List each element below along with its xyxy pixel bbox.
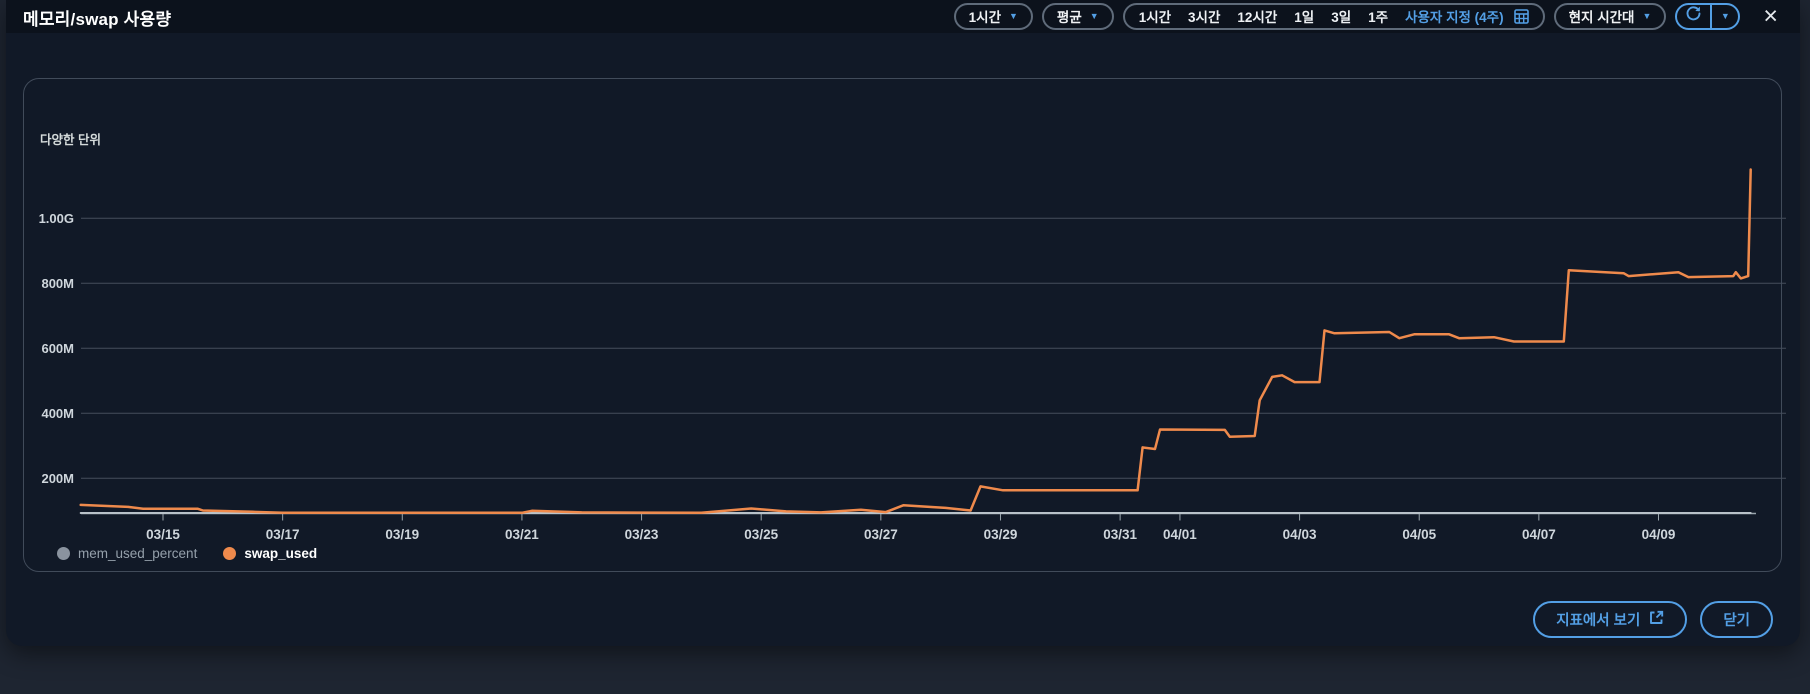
view-in-metrics-button[interactable]: 지표에서 보기	[1533, 601, 1688, 638]
range-1w[interactable]: 1주	[1368, 10, 1389, 25]
legend-label: swap_used	[244, 546, 318, 561]
timezone-dropdown-label: 현지 시간대	[1568, 10, 1635, 25]
refresh-options-button[interactable]: ▼	[1712, 5, 1738, 28]
close-icon[interactable]: ×	[1763, 1, 1778, 30]
refresh-button[interactable]	[1677, 5, 1710, 28]
chevron-down-icon: ▼	[1720, 10, 1730, 21]
range-3h[interactable]: 3시간	[1188, 10, 1221, 25]
statistic-dropdown[interactable]: 평균 ▼	[1041, 2, 1114, 30]
legend-item-swap-used[interactable]: swap_used	[223, 546, 317, 561]
period-dropdown-label: 1시간	[968, 10, 1001, 25]
chevron-down-icon: ▼	[1089, 10, 1099, 21]
refresh-divider	[1710, 4, 1713, 28]
period-dropdown[interactable]: 1시간 ▼	[953, 2, 1033, 30]
chevron-down-icon: ▼	[1642, 10, 1652, 21]
range-1h[interactable]: 1시간	[1138, 10, 1172, 25]
time-range-group: 1시간 3시간 12시간 1일 3일 1주 사용자 지정 (4주)	[1122, 2, 1545, 30]
chart-controls: 1시간 ▼ 평균 ▼ 1시간 3시간 12시간 1일 3일 1주 사용자 지정 …	[953, 1, 1782, 30]
legend-dot-orange	[223, 547, 237, 560]
range-3d[interactable]: 3일	[1331, 10, 1352, 25]
timezone-dropdown[interactable]: 현지 시간대 ▼	[1553, 2, 1667, 30]
statistic-dropdown-label: 평균	[1056, 10, 1082, 25]
range-custom[interactable]: 사용자 지정 (4주)	[1405, 10, 1504, 25]
metric-detail-modal: 메모리/swap 사용량 1시간 ▼ 평균 ▼ 1시간 3시간 12시간 1일 …	[6, 0, 1800, 646]
chevron-down-icon: ▼	[1009, 10, 1018, 21]
calendar-icon[interactable]	[1513, 8, 1529, 24]
view-in-metrics-label: 지표에서 보기	[1556, 613, 1641, 629]
external-link-icon	[1649, 610, 1664, 629]
range-1d[interactable]: 1일	[1294, 10, 1315, 25]
close-button-label: 닫기	[1723, 613, 1750, 629]
refresh-split-button: ▼	[1675, 2, 1741, 30]
modal-footer: 지표에서 보기 닫기	[1533, 601, 1773, 638]
chart-panel: 다양한 단위	[23, 78, 1782, 572]
close-button[interactable]: 닫기	[1700, 601, 1773, 638]
page-title: 메모리/swap 사용량	[23, 10, 172, 29]
y-axis-unit-label: 다양한 단위	[40, 133, 101, 147]
legend-label: mem_used_percent	[78, 546, 198, 561]
range-12h[interactable]: 12시간	[1237, 10, 1278, 25]
modal-header: 메모리/swap 사용량 1시간 ▼ 평균 ▼ 1시간 3시간 12시간 1일 …	[6, 0, 1800, 33]
chart-legend: mem_used_percent swap_used	[57, 546, 317, 561]
legend-item-mem-used-percent[interactable]: mem_used_percent	[57, 546, 197, 561]
legend-dot-gray	[57, 547, 70, 560]
refresh-icon	[1685, 5, 1702, 27]
